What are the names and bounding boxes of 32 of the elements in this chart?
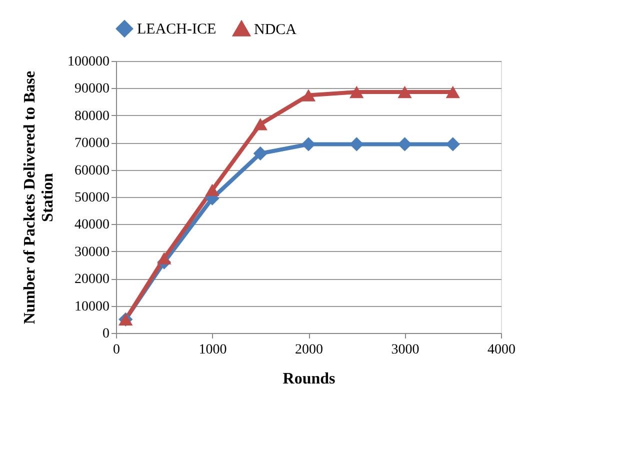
point	[301, 89, 316, 102]
x-tick-label: 3000	[391, 342, 420, 358]
point	[157, 252, 172, 264]
x-tick-label: 4000	[488, 342, 516, 358]
y-tick-label: 10000	[74, 299, 110, 314]
x-tick-label: 1000	[198, 342, 227, 358]
x-tick-label: 0	[113, 342, 120, 358]
point	[205, 184, 220, 196]
y-tick-label: 100000	[68, 54, 110, 70]
y-tick-label: 60000	[74, 163, 110, 178]
y-axis-title: Number of Packets Delivered to Base Station	[22, 70, 56, 324]
legend-label: NDCA	[254, 22, 297, 38]
y-tick-label: 80000	[74, 108, 110, 124]
legend-label: LEACH-ICE	[137, 22, 216, 38]
point	[350, 137, 364, 152]
y-tick-label: 20000	[74, 272, 110, 288]
point	[398, 86, 412, 98]
point	[350, 86, 364, 98]
point	[301, 137, 316, 152]
point	[253, 146, 268, 161]
y-tick-label: 70000	[74, 136, 110, 152]
y-tick-label: 40000	[74, 218, 110, 233]
y-tick-label: 30000	[74, 244, 110, 260]
x-tick-label: 2000	[295, 342, 323, 358]
point	[253, 118, 268, 130]
y-tick-label: 0	[102, 326, 110, 342]
y-tick-label: 50000	[74, 190, 110, 206]
point	[398, 137, 412, 152]
x-axis-title: Rounds	[282, 370, 336, 388]
y-tick-label: 90000	[74, 82, 110, 97]
point	[446, 86, 460, 98]
point	[446, 137, 460, 152]
